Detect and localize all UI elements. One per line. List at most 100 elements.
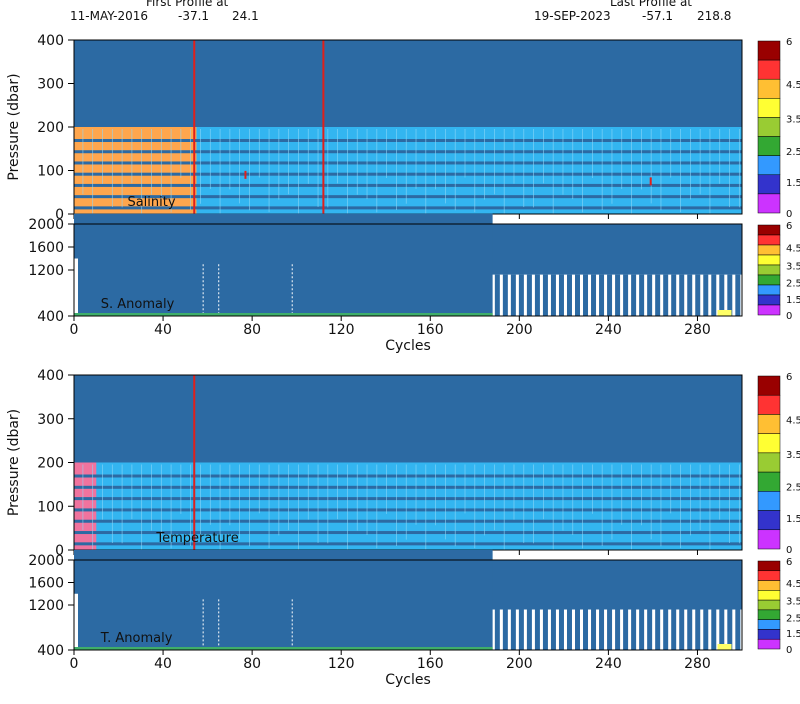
t-anomaly-deep-profile [727, 609, 733, 650]
s-anomaly-colorbar-swatch [757, 264, 781, 276]
t-anomaly-deep-profile [631, 609, 637, 650]
t-anomaly-deep-profile [575, 609, 580, 650]
s-anomaly-deep-profile [615, 274, 621, 316]
salinity-stripe [74, 183, 742, 187]
salinity-panel [68, 39, 781, 219]
s-anomaly-left-gap [74, 258, 78, 316]
s-anomaly-colorbar-swatch [757, 234, 781, 246]
t-anomaly-deep-profile [518, 609, 524, 650]
t-anomaly-colorbar-label: 3.5 [786, 597, 800, 608]
s-anomaly-x-tick-label: 280 [684, 322, 711, 338]
t-anomaly-deep-profile [607, 609, 613, 650]
first-profile-date: 11-MAY-2016 [70, 9, 148, 23]
s-anomaly-y-tick-label: 1600 [28, 240, 64, 256]
salinity-colorbar-swatch [757, 117, 781, 137]
t-anomaly-panel [68, 549, 781, 655]
temperature-stripe [74, 542, 742, 546]
s-anomaly-x-tick-label: 240 [595, 322, 622, 338]
temperature-colorbar-label: 3.5 [786, 450, 800, 461]
t-anomaly-left-gap [74, 593, 78, 650]
s-anomaly-colorbar-label: 0 [786, 311, 792, 322]
s-anomaly-deep-profile [583, 274, 589, 316]
s-anomaly-x-tick-label: 120 [328, 322, 355, 338]
s-anomaly-x-tick-label: 200 [506, 322, 533, 338]
t-anomaly-deep-profile [711, 609, 717, 650]
t-anomaly-deep-profile [639, 609, 645, 650]
last-profile-lon: 218.8 [697, 9, 731, 23]
s-anomaly-y-tick-label: 400 [37, 309, 64, 325]
s-anomaly-deep-profile [494, 274, 500, 316]
salinity-colorbar-label: 6 [786, 37, 792, 48]
salinity-colorbar-swatch [757, 174, 781, 195]
salinity-y-tick-label: 0 [55, 207, 64, 223]
t-anomaly-colorbar-swatch [757, 560, 781, 572]
temperature-colorbar-swatch [757, 491, 781, 511]
salinity-colorbar-label: 2.5 [786, 147, 800, 158]
s-anomaly-colorbar-swatch [757, 224, 781, 236]
s-anomaly-colorbar-swatch [757, 304, 781, 316]
t-anomaly-deep-profile [566, 609, 572, 650]
t-anomaly-y-tick-label: 1200 [28, 598, 64, 614]
t-anomaly-deep-profile [687, 609, 693, 650]
t-anomaly-colorbar-swatch [757, 599, 781, 611]
temperature-colorbar-swatch [757, 510, 781, 531]
t-anomaly-y-tick-label: 2000 [28, 553, 64, 569]
salinity-label: Salinity [127, 195, 175, 210]
first-profile-lat: -37.1 [178, 9, 209, 23]
t-anomaly-colorbar-label: 2.5 [786, 613, 800, 624]
t-anomaly-x-tick-label: 80 [243, 656, 261, 672]
temperature-colorbar-label: 4.5 [786, 415, 800, 426]
t-anomaly-deep-profile [502, 609, 508, 650]
t-anomaly-deep-profile [558, 609, 564, 650]
t-anomaly-deep-profile [510, 609, 516, 650]
temperature-colorbar-swatch [757, 433, 781, 454]
temperature-y-tick-label: 0 [55, 543, 64, 559]
temperature-colorbar-label: 2.5 [786, 483, 800, 494]
t-anomaly-deep-profile [655, 609, 661, 650]
temperature-ylabel: Pressure (dbar) [6, 409, 22, 516]
salinity-stripe [74, 206, 742, 210]
salinity-colorbar-swatch [757, 136, 781, 156]
t-anomaly-deep-profile [623, 609, 629, 650]
temperature-panel [68, 374, 781, 555]
temperature-colorbar-swatch [757, 529, 781, 550]
s-anomaly-deep-profile [623, 274, 629, 316]
temperature-stripe [74, 519, 742, 523]
temperature-stripe [74, 485, 742, 489]
t-anomaly-colorbar-label: 0 [786, 645, 792, 656]
s-anomaly-deep-profile [534, 274, 540, 316]
s-anomaly-colorbar-label: 2.5 [786, 279, 800, 290]
s-anomaly-y-tick-label: 2000 [28, 217, 64, 233]
t-anomaly-colorbar-label: 6 [786, 557, 792, 568]
s-anomaly-yellow-patch [717, 310, 732, 316]
salinity-colorbar-label: 1.5 [786, 178, 800, 189]
temperature-colorbar-label: 6 [786, 372, 792, 383]
temperature-y-tick-label: 400 [37, 368, 64, 384]
salinity-stripe [74, 161, 742, 165]
temperature-stripe [74, 508, 742, 512]
s-anomaly-x-tick-label: 80 [243, 322, 261, 338]
s-anomaly-deep-profile [566, 274, 572, 316]
first-profile-title: First Profile at [146, 0, 229, 9]
t-anomaly-deep-profile [550, 609, 556, 650]
s-anomaly-deep-profile [639, 274, 645, 316]
salinity-colorbar-swatch [757, 78, 781, 99]
s-anomaly-deep-profile [607, 274, 613, 316]
s-anomaly-xlabel: Cycles [385, 338, 431, 354]
t-anomaly-deep-profile [703, 609, 709, 650]
temperature-colorbar-swatch [757, 394, 781, 415]
temperature-left-band [74, 462, 97, 550]
t-anomaly-x-tick-label: 40 [154, 656, 172, 672]
t-anomaly-xlabel: Cycles [385, 672, 431, 688]
t-anomaly-deep-top [492, 560, 742, 610]
t-anomaly-deep-profile [599, 609, 605, 650]
s-anomaly-deep-profile [719, 274, 725, 316]
salinity-colorbar-label: 3.5 [786, 114, 800, 125]
s-anomaly-bottom-tint [74, 313, 493, 316]
salinity-colorbar-label: 4.5 [786, 80, 800, 91]
t-anomaly-deep-profile [719, 609, 725, 650]
s-anomaly-deep-profile [647, 274, 653, 316]
t-anomaly-shallow [74, 549, 493, 650]
s-anomaly-colorbar-label: 1.5 [786, 295, 800, 306]
